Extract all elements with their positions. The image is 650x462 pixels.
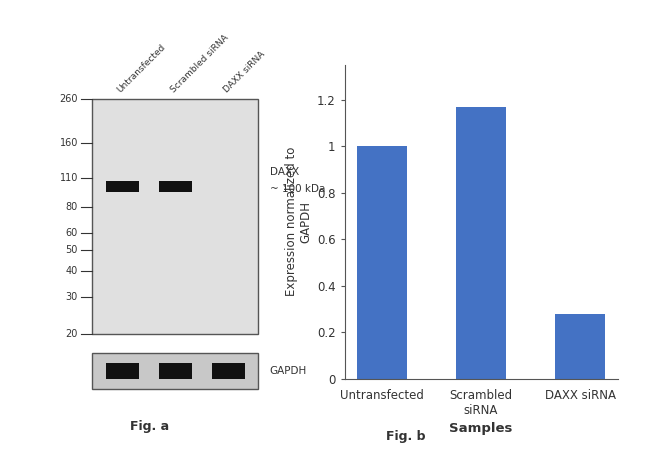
Text: GAPDH: GAPDH	[270, 366, 307, 376]
Text: 80: 80	[66, 202, 78, 212]
Bar	[159, 182, 192, 192]
Bar	[212, 363, 245, 379]
Text: Untransfected: Untransfected	[116, 43, 168, 95]
Bar	[106, 182, 138, 192]
Text: ~ 100 kDa: ~ 100 kDa	[270, 183, 325, 194]
Bar	[92, 353, 258, 389]
Text: 260: 260	[60, 94, 78, 103]
Text: 50: 50	[66, 245, 78, 255]
Y-axis label: Expression normalized to
GAPDH: Expression normalized to GAPDH	[285, 147, 313, 297]
Text: DAXX: DAXX	[270, 167, 299, 177]
Bar	[357, 146, 406, 379]
Text: Scrambled siRNA: Scrambled siRNA	[169, 33, 230, 95]
Text: 160: 160	[60, 138, 78, 148]
Bar	[106, 363, 138, 379]
Bar	[159, 363, 192, 379]
Bar	[92, 99, 258, 334]
Text: 40: 40	[66, 266, 78, 276]
X-axis label: Samples: Samples	[449, 422, 513, 435]
Text: 20: 20	[66, 329, 78, 340]
Text: 110: 110	[60, 173, 78, 183]
Text: 60: 60	[66, 229, 78, 238]
Bar	[456, 107, 506, 379]
Text: Fig. a: Fig. a	[130, 420, 169, 433]
Bar	[556, 314, 605, 379]
Text: DAXX siRNA: DAXX siRNA	[222, 50, 266, 95]
Text: Fig. b: Fig. b	[387, 430, 426, 443]
Text: 30: 30	[66, 292, 78, 302]
